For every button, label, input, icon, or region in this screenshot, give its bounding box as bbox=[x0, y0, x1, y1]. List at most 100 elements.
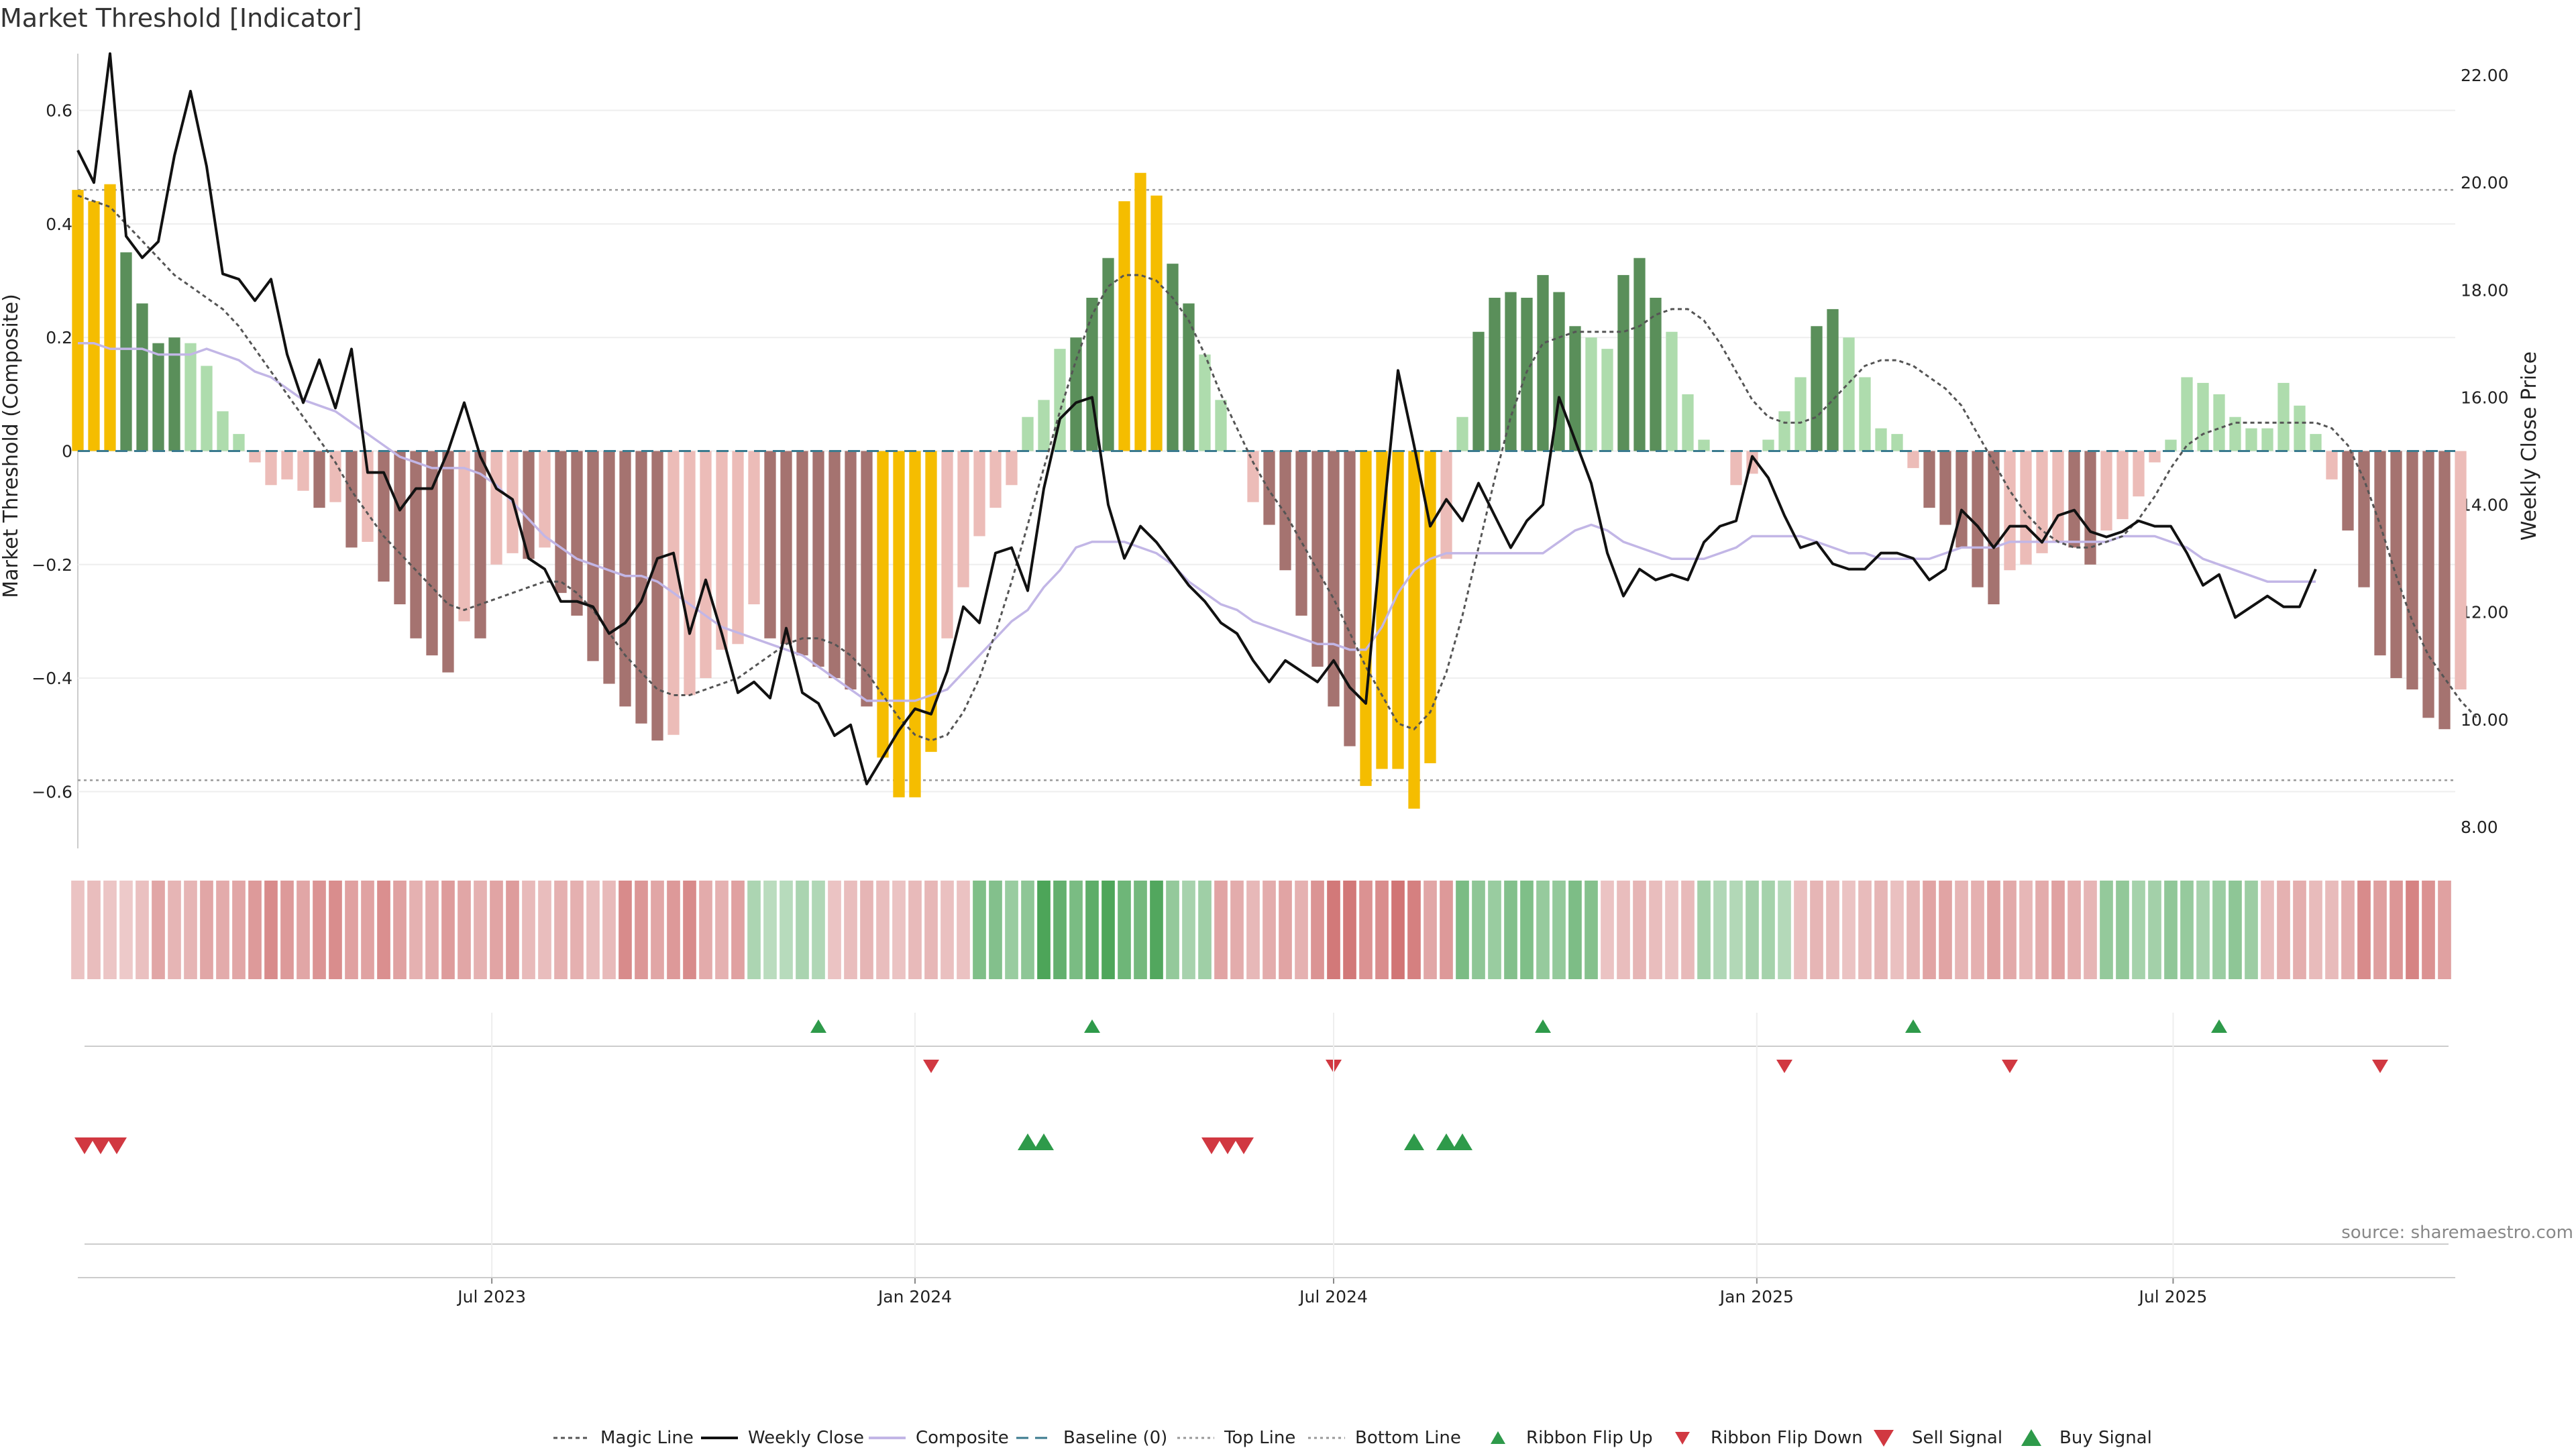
ribbon-cell bbox=[1246, 881, 1260, 979]
legend-label: Ribbon Flip Down bbox=[1711, 1428, 1863, 1448]
ribbon-cell bbox=[796, 881, 809, 979]
composite-bar bbox=[233, 434, 245, 451]
legend-item: Magic Line bbox=[553, 1428, 694, 1448]
ribbon-cell bbox=[2438, 881, 2451, 979]
composite-bar bbox=[973, 451, 985, 537]
composite-bar bbox=[2181, 377, 2193, 451]
ribbon-cell bbox=[2003, 881, 2017, 979]
sell-signal-marker bbox=[1218, 1137, 1238, 1154]
weekly-close-line bbox=[76, 52, 2317, 785]
buy-signal-marker bbox=[1452, 1133, 1472, 1150]
ribbon-cell bbox=[361, 881, 374, 979]
ribbon-cell bbox=[1601, 881, 1614, 979]
ribbon-cell bbox=[152, 881, 165, 979]
ribbon-cell bbox=[635, 881, 648, 979]
composite-bar bbox=[152, 343, 164, 451]
ribbon-cell bbox=[731, 881, 745, 979]
composite-bar bbox=[1118, 201, 1130, 451]
legend-item: Sell Signal bbox=[1874, 1428, 2002, 1448]
composite-bar bbox=[168, 337, 180, 451]
ribbon-cell bbox=[1198, 881, 1212, 979]
ribbon-flip-down-marker bbox=[923, 1060, 939, 1073]
ribbon-cell bbox=[184, 881, 197, 979]
composite-bar bbox=[925, 451, 937, 752]
ribbon-panel bbox=[71, 881, 2451, 979]
composite-bar bbox=[2197, 382, 2209, 451]
composite-bar bbox=[1150, 195, 1163, 451]
y-left-tick-label: 0.2 bbox=[46, 328, 72, 347]
ribbon-cell bbox=[1778, 881, 1791, 979]
ribbon-cell bbox=[2229, 881, 2242, 979]
date-tick-label: Jul 2024 bbox=[1298, 1287, 1368, 1306]
composite-bar bbox=[2422, 451, 2434, 718]
ribbon-cell bbox=[2357, 881, 2371, 979]
ribbon-cell bbox=[1021, 881, 1034, 979]
composite-bar bbox=[1537, 275, 1549, 451]
ribbon-cell bbox=[651, 881, 664, 979]
legend-swatch bbox=[2021, 1429, 2041, 1446]
composite-bar bbox=[1392, 451, 1404, 769]
composite-bar bbox=[1215, 400, 1227, 451]
composite-bar bbox=[313, 451, 325, 508]
ribbon-cell bbox=[1150, 881, 1163, 979]
composite-bar bbox=[1489, 297, 1501, 451]
ribbon-cell bbox=[2261, 881, 2274, 979]
ribbon-cell bbox=[1069, 881, 1083, 979]
ribbon-cell bbox=[973, 881, 986, 979]
signal-panel bbox=[74, 1133, 2449, 1245]
ribbon-cell bbox=[1311, 881, 1324, 979]
ribbon-cell bbox=[892, 881, 906, 979]
composite-bar bbox=[136, 303, 148, 451]
ribbon-cell bbox=[87, 881, 101, 979]
composite-bar bbox=[442, 451, 454, 673]
legend-label: Sell Signal bbox=[1912, 1428, 2002, 1448]
composite-bar bbox=[1859, 377, 1871, 451]
composite-bar bbox=[651, 451, 663, 741]
ribbon-cell bbox=[425, 881, 439, 979]
ribbon-cell bbox=[2212, 881, 2226, 979]
sell-signal-marker bbox=[74, 1137, 95, 1154]
legend-label: Top Line bbox=[1224, 1428, 1295, 1448]
composite-bar bbox=[1006, 451, 1018, 486]
composite-bar bbox=[2342, 451, 2354, 530]
y-right-tick-label: 18.00 bbox=[2461, 280, 2509, 300]
composite-bar bbox=[1875, 428, 1887, 451]
composite-bar bbox=[2133, 451, 2145, 497]
ribbon-cell bbox=[1890, 881, 1904, 979]
composite-bar bbox=[1505, 292, 1517, 451]
ribbon-cell bbox=[1617, 881, 1630, 979]
ribbon-cell bbox=[2180, 881, 2194, 979]
ribbon-cell bbox=[1005, 881, 1018, 979]
ribbon-cell bbox=[1182, 881, 1195, 979]
composite-bar bbox=[201, 366, 213, 451]
composite-bar bbox=[1585, 337, 1597, 451]
composite-bar bbox=[1456, 416, 1468, 451]
composite-bar bbox=[780, 451, 792, 645]
ribbon-cell bbox=[619, 881, 632, 979]
ribbon-cell bbox=[1810, 881, 1823, 979]
composite-panel: −0.6 −0.4 −0.2 0 0.2 0.4 0.6 8.00 10.00 12.00 14.0… bbox=[32, 52, 2509, 848]
ribbon-cell bbox=[844, 881, 857, 979]
magic-line bbox=[77, 194, 2478, 742]
composite-bar bbox=[1633, 258, 1646, 451]
ribbon-cell bbox=[602, 881, 616, 979]
ribbon-cell bbox=[715, 881, 729, 979]
composite-bar bbox=[1424, 451, 1436, 764]
ribbon-cell bbox=[2084, 881, 2097, 979]
ribbon-cell bbox=[2164, 881, 2178, 979]
composite-bar bbox=[635, 451, 647, 724]
composite-bar bbox=[909, 451, 921, 797]
composite-bar bbox=[329, 451, 341, 502]
legend-item: Ribbon Flip Down bbox=[1675, 1428, 1863, 1448]
legend-item: Baseline (0) bbox=[1016, 1428, 1167, 1448]
ribbon-cell bbox=[1585, 881, 1598, 979]
composite-bar bbox=[748, 451, 760, 605]
ribbon-cell bbox=[2019, 881, 2033, 979]
ribbon-cell bbox=[763, 881, 777, 979]
ribbon-cell bbox=[683, 881, 696, 979]
composite-bar bbox=[2116, 451, 2129, 520]
composite-bar bbox=[2245, 428, 2257, 451]
ribbon-cell bbox=[168, 881, 181, 979]
y-right-tick-label: 22.00 bbox=[2461, 66, 2509, 85]
ribbon-cell bbox=[1166, 881, 1179, 979]
